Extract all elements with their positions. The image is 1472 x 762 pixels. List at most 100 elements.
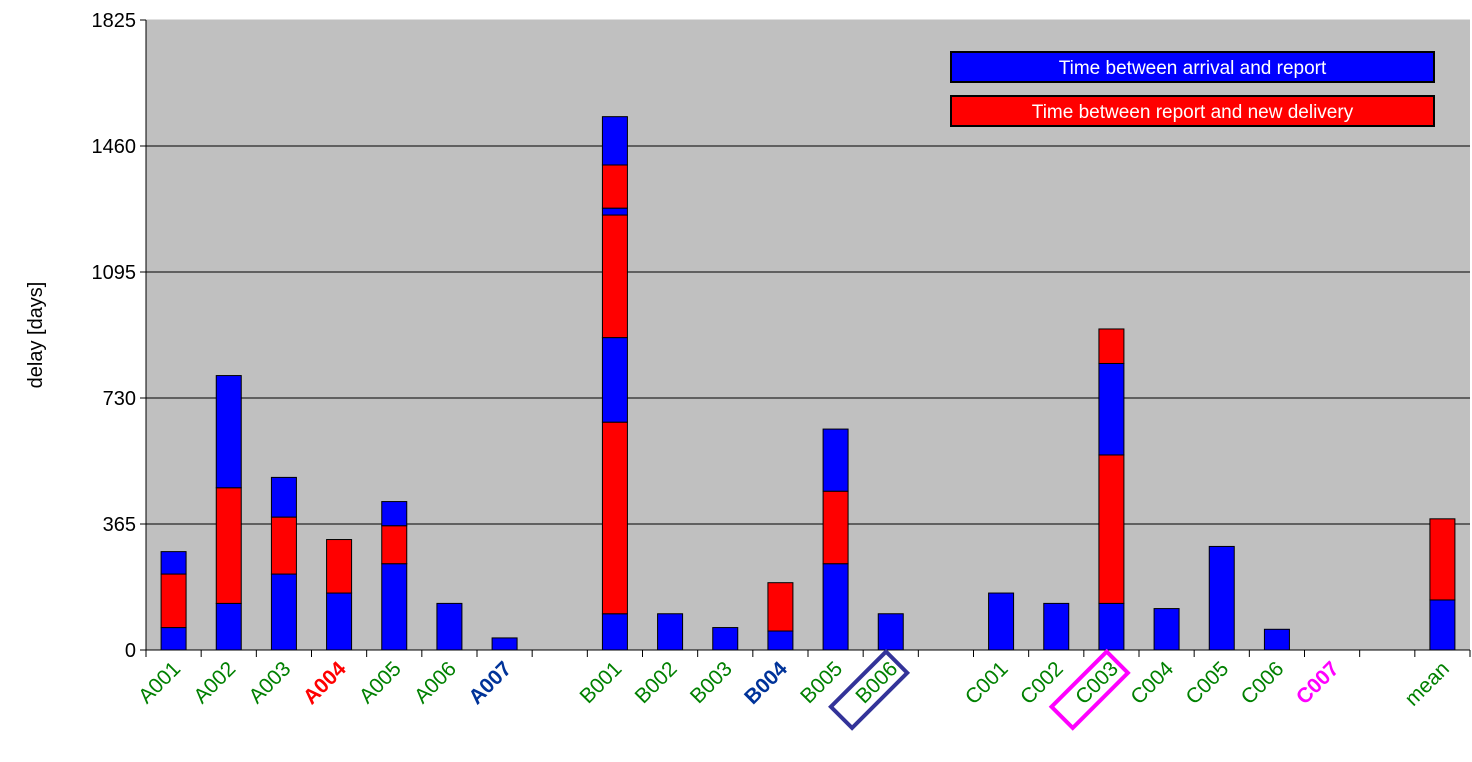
bar-segment-arrival [877, 613, 904, 651]
bar-segment-report [767, 582, 794, 632]
highlight-box [1048, 648, 1131, 731]
bars [160, 116, 1456, 651]
y-axis-label: delay [days] [25, 282, 47, 389]
x-tick-label: C005 [1182, 657, 1234, 709]
bar-segment-report [1098, 454, 1125, 604]
bar-segment-report [1098, 328, 1125, 364]
x-tick-label: B001 [576, 657, 627, 708]
x-tick-group: C007 [1292, 657, 1344, 709]
gridlines [146, 19, 1470, 525]
bar-segment-arrival [491, 637, 518, 651]
x-tick-group: A005 [355, 657, 406, 708]
highlight-box [828, 648, 911, 731]
x-tick-group: C002 [1016, 657, 1068, 709]
x-tick-group: A002 [189, 657, 240, 708]
x-tick-group: C006 [1237, 657, 1289, 709]
legend-label: Time between arrival and report [1059, 58, 1327, 79]
x-tick-group: C005 [1182, 657, 1234, 709]
x-tick-group: B006 [828, 648, 911, 731]
bar-segment-arrival [988, 592, 1015, 651]
x-tick-label: C006 [1237, 657, 1289, 709]
bar-segment-arrival [1208, 545, 1235, 651]
bar-segment-report [822, 490, 849, 565]
bar-segment-arrival [215, 375, 242, 489]
bar-segment-report [160, 573, 187, 629]
bar-segment-arrival [1153, 608, 1180, 651]
bar-segment-arrival [601, 337, 628, 423]
bar-segment-report [381, 525, 408, 565]
x-tick-group: A003 [245, 657, 296, 708]
x-tick-label: C002 [1016, 657, 1068, 709]
y-tick-label: 1095 [92, 262, 137, 284]
x-tick-group: B003 [686, 657, 737, 708]
x-tick-label: C004 [1126, 657, 1178, 709]
x-tick-label: C001 [961, 657, 1013, 709]
x-tick-label: A003 [245, 657, 296, 708]
bar-segment-arrival [1043, 602, 1070, 651]
bar-segment-arrival [601, 207, 628, 216]
x-tick-label: C007 [1292, 657, 1344, 709]
legend-label: Time between report and new delivery [1032, 102, 1354, 123]
bar-segment-arrival [1263, 628, 1290, 651]
y-tick-label: 365 [103, 514, 136, 536]
x-tick-group: mean [1401, 657, 1454, 710]
bar-segment-arrival [381, 501, 408, 527]
bar-segment-arrival [215, 602, 242, 651]
x-tick-label: A007 [464, 657, 516, 709]
bar-segment-report [270, 516, 297, 575]
y-tick-labels: 0 365 730 1095 1460 1825 [92, 10, 137, 662]
x-tick-labels: A001 A002 A003 A004 A005 A006 A007 B001 B002 B003… [134, 648, 1454, 731]
bar-segment-arrival [270, 573, 297, 651]
axes [140, 19, 1471, 657]
x-tick-group: C004 [1126, 657, 1178, 709]
bar-segment-arrival [436, 602, 463, 651]
x-tick-label: A002 [189, 657, 240, 708]
y-tick-label: 730 [103, 388, 136, 410]
bar-segment-arrival [270, 476, 297, 518]
bar-segment-report [1429, 518, 1456, 601]
bar-segment-arrival [160, 627, 187, 651]
x-tick-group: A006 [410, 657, 461, 708]
bar-segment-arrival [822, 563, 849, 651]
x-tick-group: A007 [464, 657, 516, 709]
y-tick-label: 1460 [92, 136, 137, 158]
x-tick-group: C001 [961, 657, 1013, 709]
bar-segment-report [601, 164, 628, 209]
x-tick-label: B003 [686, 657, 737, 708]
bar-segment-arrival [1098, 362, 1125, 456]
bar-segment-arrival [326, 592, 353, 651]
x-tick-label: A005 [355, 657, 406, 708]
x-tick-group: A004 [299, 657, 351, 709]
x-tick-label: B004 [740, 657, 792, 709]
x-tick-group: B002 [631, 657, 682, 708]
bar-segment-arrival [381, 563, 408, 651]
x-tick-group: C003 [1048, 648, 1131, 731]
bar-segment-arrival [822, 428, 849, 492]
bar-segment-arrival [712, 627, 739, 651]
x-tick-group: B001 [576, 657, 627, 708]
bar-segment-report [601, 214, 628, 339]
bar-segment-arrival [601, 116, 628, 166]
x-tick-label: A004 [299, 657, 351, 709]
legend-swatch [950, 95, 1435, 127]
y-tick-label: 0 [125, 640, 136, 662]
x-tick-label: B002 [631, 657, 682, 708]
bar-segment-arrival [160, 551, 187, 575]
x-tick-label: mean [1401, 657, 1454, 710]
x-tick-group: B004 [740, 657, 792, 709]
x-tick-group: A001 [134, 657, 185, 708]
bar-segment-report [601, 421, 628, 615]
y-tick-label: 1825 [92, 10, 137, 32]
bar-segment-arrival [1098, 602, 1125, 651]
x-tick-label: A006 [410, 657, 461, 708]
legend: Time between arrival and report Time betw… [950, 51, 1435, 127]
bar-segment-arrival [657, 613, 684, 651]
bar-segment-arrival [601, 613, 628, 651]
x-tick-label: A001 [134, 657, 185, 708]
bar-segment-report [326, 539, 353, 594]
bar-segment-arrival [767, 630, 794, 651]
bar-segment-arrival [1429, 599, 1456, 651]
legend-swatch [950, 51, 1435, 83]
bar-segment-report [215, 487, 242, 604]
